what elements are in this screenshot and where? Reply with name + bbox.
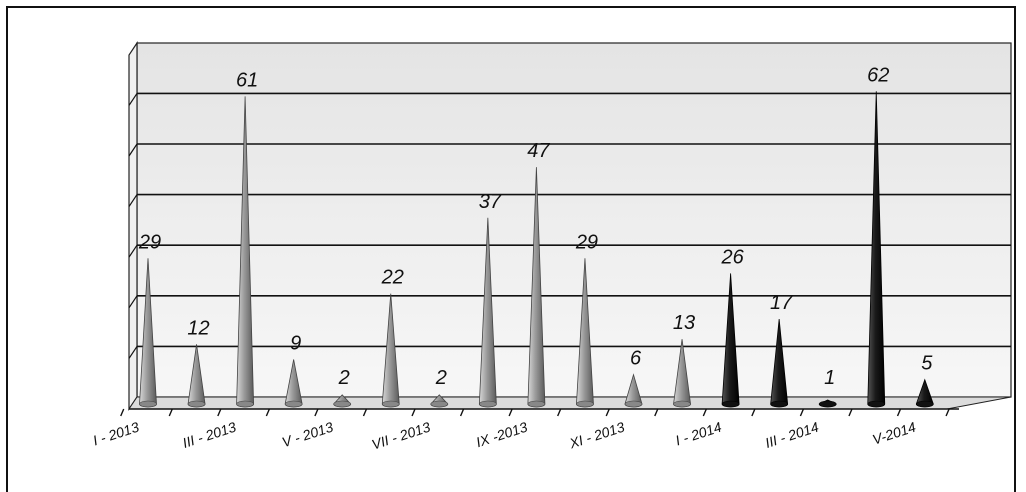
cone-base [818, 400, 837, 408]
cone-base [624, 400, 643, 408]
cone-base [479, 400, 497, 408]
cone-bar [236, 96, 255, 408]
data-label: 26 [720, 246, 744, 268]
x-tick [605, 408, 610, 417]
x-axis: I - 2013 III - 2013 V - 2013 VII - 2013 IX -… [91, 408, 959, 453]
cone-base [915, 400, 934, 408]
cone-bar [284, 359, 303, 408]
data-label: 29 [575, 231, 598, 253]
data-label: 12 [187, 317, 209, 339]
cone-base [867, 400, 886, 408]
data-label: 47 [527, 140, 550, 162]
x-tick [945, 408, 950, 417]
x-tick [265, 408, 271, 417]
cone-bar [721, 273, 740, 408]
data-label: 2 [338, 367, 350, 389]
data-label: 37 [479, 191, 502, 213]
cone-bar [430, 394, 449, 408]
x-tick-label: I - 2013 [91, 419, 141, 449]
gridline-side [128, 346, 138, 359]
side-wall [128, 41, 138, 411]
x-tick-label: IX -2013 [474, 419, 529, 451]
data-label: 9 [290, 332, 301, 354]
cone-bar [673, 339, 691, 408]
cone-base [381, 400, 400, 408]
x-tick-label: III - 2013 [181, 419, 239, 451]
cone-base [284, 400, 303, 408]
x-tick-label: V-2014 [870, 419, 918, 448]
data-label: 17 [770, 292, 793, 314]
cone-bar [576, 258, 594, 408]
x-tick-label: VII - 2013 [370, 419, 433, 453]
x-tick [314, 408, 319, 417]
cone-bar [770, 318, 789, 408]
x-tick [508, 408, 513, 417]
x-tick [168, 408, 173, 417]
gridline-side [128, 93, 138, 106]
cone-base [527, 400, 546, 408]
cone-base [430, 400, 449, 408]
cone-base [576, 400, 594, 408]
x-tick [799, 408, 805, 417]
x-tick-label: V - 2013 [280, 419, 335, 451]
cone-bar [818, 399, 837, 408]
x-tick [848, 408, 853, 417]
x-tick [654, 408, 659, 417]
cone-bar [478, 217, 497, 408]
x-tick-label: III - 2014 [763, 419, 821, 451]
cone-bar [381, 293, 400, 408]
data-label: 5 [921, 353, 933, 375]
cone-base [333, 400, 352, 408]
cone-base [187, 400, 206, 408]
cone-bar [624, 373, 643, 408]
cone-bar [187, 344, 206, 408]
data-label: 62 [867, 64, 889, 86]
x-tick [459, 408, 465, 417]
cone-bar [139, 258, 157, 408]
cone-base [673, 400, 691, 408]
cone-bar [527, 167, 546, 408]
gridline-side [128, 194, 138, 207]
x-tick [362, 408, 368, 417]
data-label: 22 [381, 267, 404, 289]
x-tick [751, 408, 756, 417]
gridline-side [128, 143, 138, 157]
x-tick [557, 408, 562, 417]
cone-base [721, 400, 740, 408]
data-label: 29 [138, 231, 161, 253]
cone-base [236, 400, 254, 408]
data-label: 13 [673, 312, 695, 334]
cone-marks [139, 91, 934, 408]
grid-lines [128, 92, 1011, 359]
x-tick [411, 408, 416, 417]
gridline-side [128, 295, 138, 309]
x-tick-label: I - 2014 [673, 419, 723, 449]
cone-base [139, 400, 157, 408]
cone-bar [333, 394, 352, 408]
x-tick [217, 408, 222, 417]
data-label: 61 [236, 69, 258, 91]
x-tick [702, 408, 707, 417]
gridline-side [128, 244, 138, 258]
plot-background [128, 41, 1012, 411]
cone-bar [867, 91, 886, 408]
chart-frame [6, 6, 1016, 492]
x-tick-label: XI - 2013 [566, 419, 626, 452]
data-label: 2 [435, 367, 447, 389]
cone-bar [915, 378, 934, 408]
data-label: 1 [824, 367, 835, 389]
data-label: 6 [630, 348, 642, 370]
cone-base [770, 400, 788, 408]
x-tick [896, 408, 902, 417]
x-tick [120, 408, 125, 417]
